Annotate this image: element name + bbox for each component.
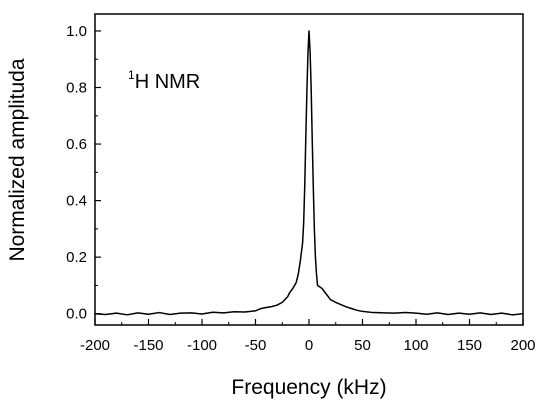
x-tick-label: -50 xyxy=(245,337,267,354)
x-tick-label: 150 xyxy=(457,337,482,354)
x-tick-label: -200 xyxy=(80,337,110,354)
annotation-superscript: 1 xyxy=(128,68,135,82)
x-tick-label: 200 xyxy=(510,337,535,354)
x-tick-label: 50 xyxy=(354,337,371,354)
y-tick-label: 0.8 xyxy=(66,80,87,97)
y-tick-label: 0.0 xyxy=(66,306,87,323)
y-tick-label: 0.4 xyxy=(66,193,87,210)
y-ticks: 0.0 0.2 0.4 0.6 0.8 1.0 xyxy=(66,23,101,323)
x-tick-label: 100 xyxy=(403,337,428,354)
annotation-label: 1H NMR xyxy=(128,68,200,93)
y-tick-label: 1.0 xyxy=(66,23,87,40)
x-ticks: -200 -150 -100 -50 0 50 100 150 200 xyxy=(80,319,536,354)
x-tick-label: 0 xyxy=(305,337,313,354)
series-line xyxy=(94,30,524,316)
x-axis-title: Frequency (kHz) xyxy=(231,376,386,399)
y-tick-label: 0.6 xyxy=(66,136,87,153)
annotation-text: H NMR xyxy=(135,71,201,93)
y-axis-title: Normalized amplituda xyxy=(6,58,29,261)
y-tick-label: 0.2 xyxy=(66,249,87,266)
plot-frame xyxy=(94,13,524,326)
x-tick-label: -150 xyxy=(133,337,163,354)
x-tick-label: -100 xyxy=(187,337,217,354)
